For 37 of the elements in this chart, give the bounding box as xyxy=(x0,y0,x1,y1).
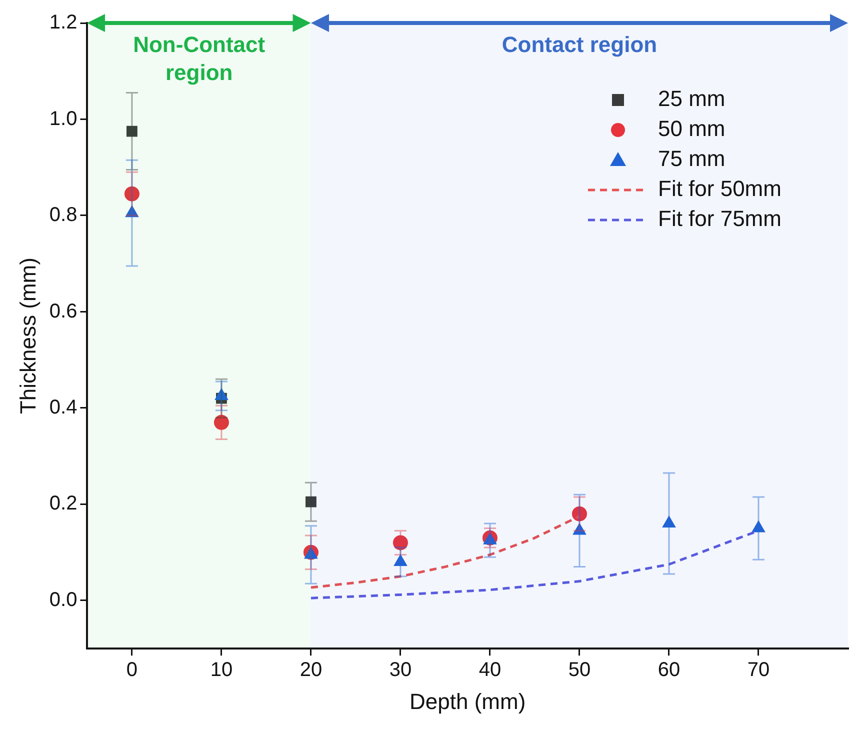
legend-label: 50 mm xyxy=(658,116,726,142)
point xyxy=(125,206,139,218)
y-axis-title: Thickness (mm) xyxy=(15,258,40,414)
point xyxy=(214,388,228,400)
point xyxy=(483,532,497,544)
band-label: Contact region xyxy=(502,32,658,58)
point xyxy=(394,554,408,566)
x-tick-label: 30 xyxy=(389,659,412,682)
y-tick-label: 0.4 xyxy=(49,396,78,418)
legend-label: 75 mm xyxy=(658,146,726,172)
x-tick-label: 10 xyxy=(210,659,233,682)
x-tick-label: 20 xyxy=(300,659,322,682)
point xyxy=(572,523,586,535)
point xyxy=(124,186,140,202)
x-tick-label: 40 xyxy=(478,659,502,682)
y-tick-label: 0.8 xyxy=(49,204,78,226)
point xyxy=(126,126,138,137)
point xyxy=(306,496,316,508)
x-tick-label: 0 xyxy=(126,659,138,682)
band-label: Non-Contact region xyxy=(133,32,266,86)
legend-label: Fit for 50mm xyxy=(658,176,782,202)
y-tick-label: 0.2 xyxy=(49,492,78,515)
x-tick-label: 60 xyxy=(658,659,680,682)
legend-label: Fit for 75mm xyxy=(658,206,782,232)
y-tick-label: 0.0 xyxy=(49,588,78,611)
y-tick-label: 1.2 xyxy=(49,12,78,34)
x-tick-label: 50 xyxy=(568,659,591,682)
y-tick-label: 0.6 xyxy=(49,300,78,322)
y-tick-label: 1.0 xyxy=(49,108,78,130)
x-tick-label: 70 xyxy=(747,659,770,682)
point xyxy=(392,535,408,550)
legend-label: 25 mm xyxy=(658,86,726,112)
point xyxy=(752,520,766,532)
point xyxy=(572,506,587,522)
point xyxy=(214,414,229,430)
point xyxy=(662,516,676,528)
x-axis-title: Depth (mm) xyxy=(410,688,526,714)
